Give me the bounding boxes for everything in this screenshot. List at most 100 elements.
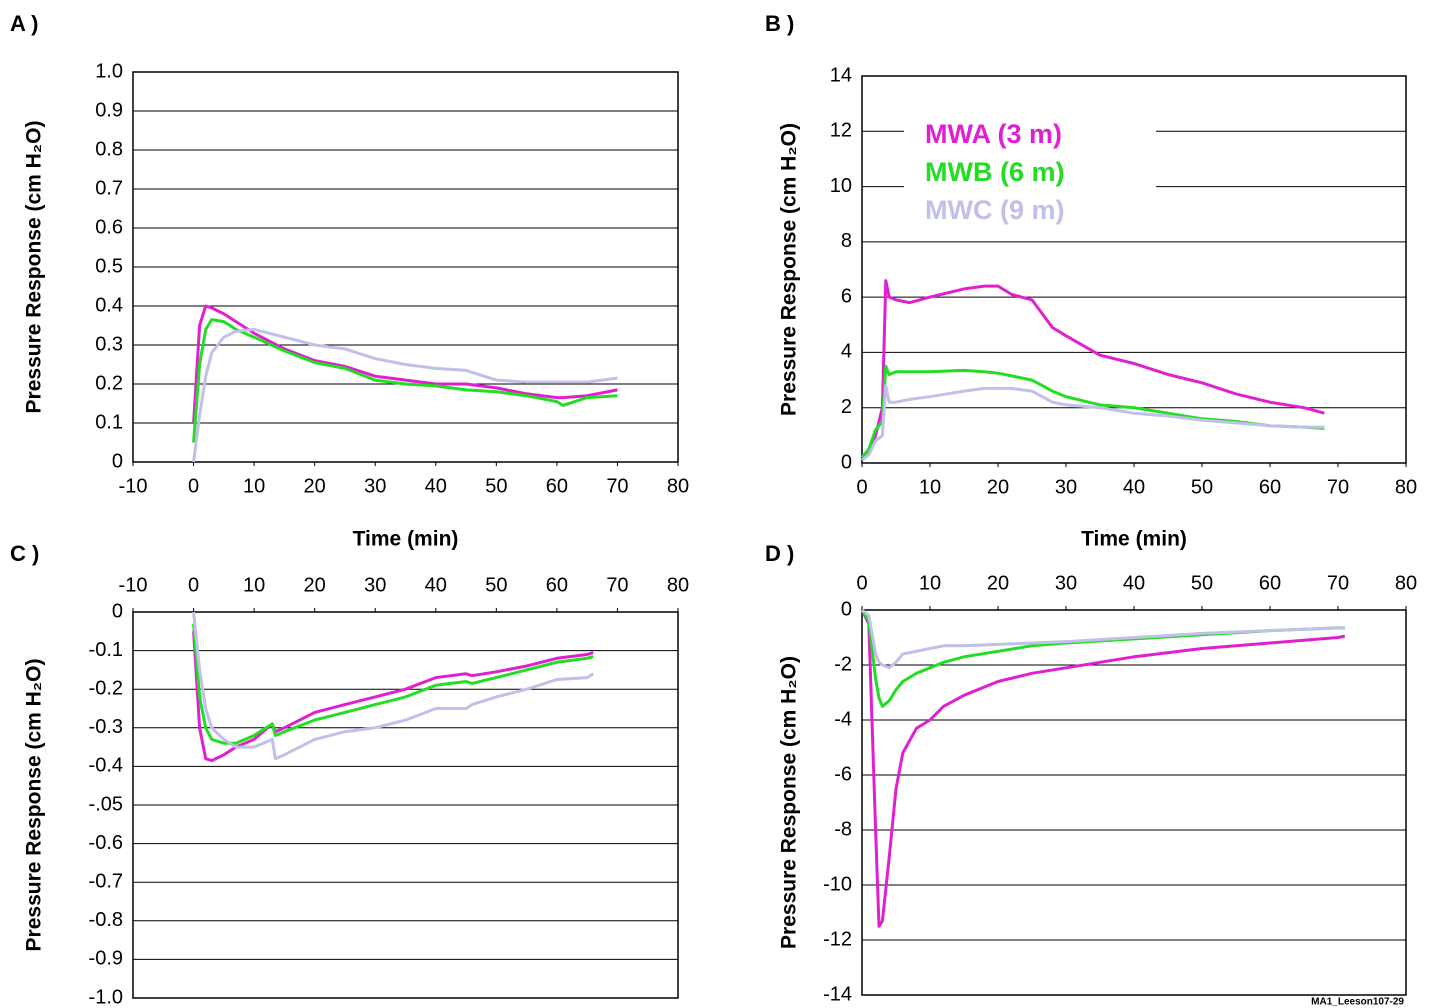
x-tick-label: 0 [856,476,867,498]
legend-entry: MWA (3 m) [925,119,1062,149]
data-line [192,304,618,424]
y-tick-label: 0 [841,451,852,473]
y-tick-label: 0.1 [95,411,123,433]
x-axis-label: Time (min) [353,528,459,551]
x-tick-label: 40 [1123,572,1145,594]
y-tick-label: -0.3 [89,716,123,738]
y-axis-label: Pressure Response (cm H₂O) [23,121,46,414]
y-tick-label: -6 [834,763,852,785]
x-tick-label: 70 [1327,572,1349,594]
y-tick-label: 0.2 [95,372,123,394]
x-tick-label: 0 [188,574,199,596]
y-tick-label: 0.7 [95,177,123,199]
y-tick-label: -.05 [89,793,123,815]
y-axis-label: Pressure Response (cm H₂O) [778,656,801,949]
x-tick-label: 30 [1055,476,1077,498]
y-tick-label: 2 [841,396,852,418]
y-tick-label: 0 [112,600,123,622]
data-line [192,631,594,763]
x-tick-label: 40 [425,574,447,596]
x-tick-label: 30 [1055,572,1077,594]
y-tick-label: 6 [841,285,852,307]
x-tick-label: 0 [856,572,867,594]
x-tick-label: 40 [1123,476,1145,498]
data-line [860,609,1346,928]
x-tick-label: 80 [667,475,689,497]
plot-frame [861,609,1407,996]
x-tick-label: 20 [987,476,1009,498]
y-tick-label: -8 [834,818,852,840]
y-tick-label: -10 [823,873,852,895]
x-tick-label: 80 [667,574,689,596]
y-tick-label: 0.4 [95,294,123,316]
x-tick-label: 20 [304,475,326,497]
y-axis-label: Pressure Response (cm H₂O) [778,123,801,416]
y-tick-label: -4 [834,708,852,730]
x-tick-label: 80 [1395,476,1417,498]
y-tick-label: -0.4 [89,755,123,777]
x-tick-label: 60 [546,574,568,596]
x-tick-label: 30 [364,475,386,497]
panel-label: A ) [10,11,39,36]
y-tick-label: -0.2 [89,677,123,699]
x-tick-label: 60 [546,475,568,497]
footnote: MA1_Leeson107-29 [1311,997,1404,1008]
x-tick-label: 60 [1259,476,1281,498]
y-tick-label: -0.9 [89,948,123,970]
y-axis-label: Pressure Response (cm H₂O) [23,659,46,952]
y-tick-label: 0.5 [95,255,123,277]
data-line [861,608,1345,670]
y-tick-label: -0.7 [89,870,123,892]
x-tick-label: 50 [485,475,507,497]
data-line [862,279,1325,457]
y-tick-label: -14 [823,983,852,1005]
y-tick-label: 10 [830,175,852,197]
x-tick-label: 10 [243,574,265,596]
legend-entry: MWC (9 m) [925,195,1064,225]
x-tick-label: 20 [987,572,1009,594]
x-axis-label: Time (min) [1081,528,1187,551]
x-tick-label: 10 [919,572,941,594]
x-tick-label: 50 [1191,476,1213,498]
x-tick-label: 70 [606,574,628,596]
x-tick-label: 70 [1327,476,1349,498]
y-tick-label: -12 [823,928,852,950]
y-tick-label: 0.9 [95,99,123,121]
data-line [192,623,594,745]
x-tick-label: -10 [119,574,148,596]
x-tick-label: 50 [1191,572,1213,594]
y-tick-label: -0.1 [89,639,123,661]
x-tick-label: 0 [188,475,199,497]
y-tick-label: 0.6 [95,216,123,238]
x-tick-label: 40 [425,475,447,497]
x-tick-label: 10 [919,476,941,498]
y-tick-label: 0 [112,450,123,472]
x-tick-label: 20 [304,574,326,596]
legend-box [904,116,1156,236]
data-line [192,327,618,463]
y-tick-label: 4 [841,341,852,363]
data-line [192,318,618,443]
panel-label: C ) [10,541,39,566]
y-tick-label: 0.3 [95,333,123,355]
x-tick-label: 10 [243,475,265,497]
x-tick-label: 50 [485,574,507,596]
y-tick-label: -1.0 [89,986,123,1008]
x-tick-label: -10 [119,475,148,497]
x-tick-label: 30 [364,574,386,596]
panel-label: D ) [765,541,794,566]
x-tick-label: 70 [606,475,628,497]
x-tick-label: 60 [1259,572,1281,594]
x-tick-label: 80 [1395,572,1417,594]
data-line [861,384,1325,462]
y-tick-label: 14 [830,64,852,86]
y-tick-label: -2 [834,653,852,675]
legend-entry: MWB (6 m) [925,157,1064,187]
y-tick-label: 8 [841,230,852,252]
panel-label: B ) [765,11,794,36]
y-tick-label: 0.8 [95,138,123,160]
data-line [192,611,595,761]
y-tick-label: 12 [830,120,852,142]
